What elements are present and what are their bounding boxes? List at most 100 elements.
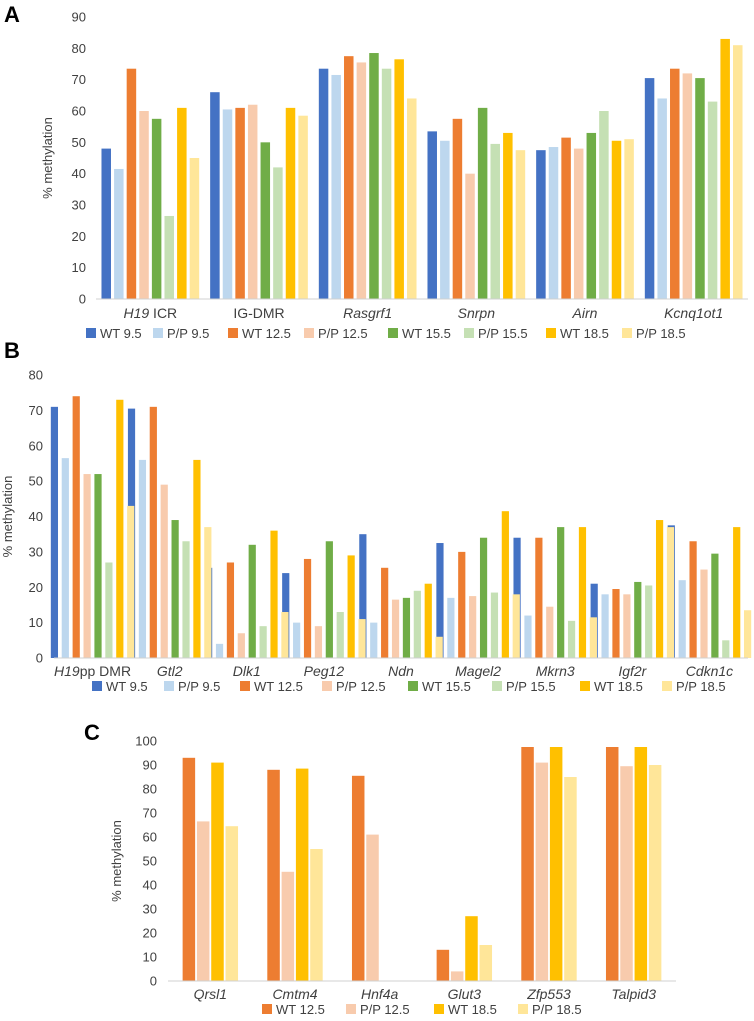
y-tick-label: 10 <box>29 615 43 630</box>
category-label-name: Talpid3 <box>611 986 656 1002</box>
category-label-name: H19 <box>54 663 80 679</box>
category-label: Hnf4a <box>361 986 399 1002</box>
bar <box>655 520 664 658</box>
y-tick-label: 10 <box>143 950 157 965</box>
bar <box>458 551 466 659</box>
bar <box>259 626 267 658</box>
bar <box>452 118 463 299</box>
bar <box>105 562 113 658</box>
bar <box>139 111 149 299</box>
y-tick-label: 50 <box>29 474 43 489</box>
panel-letter-b: B <box>4 338 20 363</box>
category-label-name: Snrpn <box>458 305 496 321</box>
category-label-name: Kcnq1ot1 <box>664 305 723 321</box>
bar <box>61 458 69 658</box>
y-tick-label: 60 <box>72 104 86 119</box>
category-label: Qrsl1 <box>194 986 227 1002</box>
legend-swatch <box>622 328 632 338</box>
category-label: Zfp553 <box>526 986 571 1002</box>
category-label-name: Cdkn1c <box>686 663 733 679</box>
bar <box>599 111 609 299</box>
y-tick-label: 90 <box>72 10 86 25</box>
bar <box>351 775 365 981</box>
bar <box>427 131 437 299</box>
bar <box>648 765 662 981</box>
bar <box>182 541 190 658</box>
legend-label: P/P 18.5 <box>676 679 726 694</box>
bar <box>503 132 513 299</box>
legend-swatch <box>86 328 96 338</box>
bar <box>366 834 379 981</box>
bar <box>370 622 378 659</box>
legend-label: P/P 18.5 <box>532 1002 582 1017</box>
bar <box>644 78 655 299</box>
y-tick-label: 30 <box>143 902 157 917</box>
y-tick-label: 60 <box>143 830 157 845</box>
category-label: Cdkn1c <box>686 663 733 679</box>
bar <box>310 849 323 981</box>
panel-a: A 0 10 20 30 40 50 60 70 80 90 % methylation H19 ICR… <box>4 2 748 341</box>
bar <box>578 527 587 658</box>
bar <box>226 562 235 658</box>
legend-swatch <box>346 1004 356 1014</box>
y-axis-title: % methylation <box>40 117 55 199</box>
bar <box>193 459 201 658</box>
y-tick-label: 20 <box>72 229 86 244</box>
bar <box>512 594 520 658</box>
bar <box>605 747 619 981</box>
legend-label: WT 18.5 <box>594 679 643 694</box>
legend-label: P/P 15.5 <box>506 679 556 694</box>
bar <box>298 115 308 299</box>
bar <box>171 520 179 658</box>
bar <box>682 73 693 300</box>
bar <box>477 107 488 300</box>
category-label: Peg12 <box>304 663 345 679</box>
bar <box>164 215 174 299</box>
legend-label: P/P 9.5 <box>167 326 209 341</box>
bar <box>465 173 475 299</box>
category-label: Glut3 <box>448 986 482 1002</box>
bar <box>293 622 301 659</box>
legend-label: WT 12.5 <box>242 326 291 341</box>
bar <box>612 589 620 658</box>
bar <box>325 541 333 658</box>
legend-label: P/P 12.5 <box>336 679 386 694</box>
category-label: Igf2r <box>618 663 647 679</box>
y-tick-label: 70 <box>72 72 86 87</box>
category-label: Dlk1 <box>233 663 261 679</box>
bar <box>573 148 584 299</box>
bar <box>436 949 450 981</box>
bar <box>347 555 355 658</box>
bar <box>720 38 730 300</box>
legend-label: WT 18.5 <box>560 326 609 341</box>
category-label: H19 ICR <box>123 305 177 321</box>
y-tick-label: 20 <box>143 926 157 941</box>
bar <box>126 68 137 299</box>
category-label: H19pp DMR <box>54 663 131 679</box>
legend-swatch <box>262 1004 272 1014</box>
bar <box>72 396 80 658</box>
legend-swatch <box>304 328 314 338</box>
bar <box>331 74 341 299</box>
y-tick-label: 100 <box>135 734 157 749</box>
bar <box>620 766 633 981</box>
bar <box>247 104 258 299</box>
y-tick-label: 90 <box>143 758 157 773</box>
bar <box>666 527 675 658</box>
bar <box>237 633 245 658</box>
bar <box>479 537 488 658</box>
y-tick-label: 60 <box>29 438 43 453</box>
category-label: Kcnq1ot1 <box>664 305 723 321</box>
bar <box>225 826 239 981</box>
bar <box>204 527 212 658</box>
bar <box>413 590 421 658</box>
y-tick-label: 40 <box>72 166 86 181</box>
legend-label: WT 9.5 <box>106 679 148 694</box>
legend-swatch <box>153 328 163 338</box>
y-tick-label: 30 <box>29 544 43 559</box>
category-label-suffix: ICR <box>149 305 177 321</box>
legend-swatch <box>580 681 590 691</box>
category-label: Talpid3 <box>611 986 656 1002</box>
legend-swatch <box>464 328 474 338</box>
